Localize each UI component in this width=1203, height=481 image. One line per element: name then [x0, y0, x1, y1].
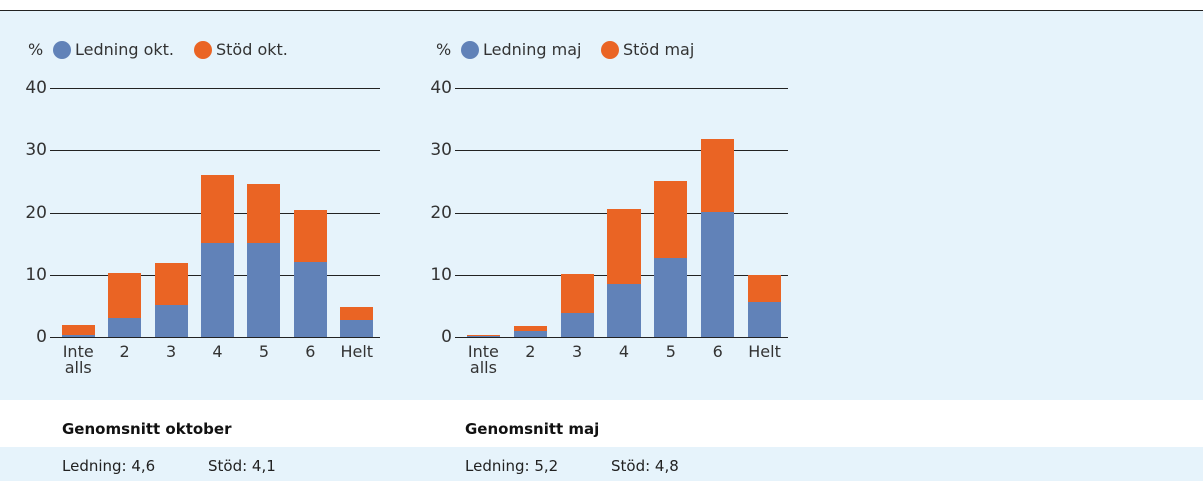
grid-line	[455, 150, 788, 152]
y-tick-label: 40	[25, 78, 47, 98]
y-tick-label: 20	[430, 202, 452, 223]
bar-segment	[513, 330, 547, 337]
x-tick-label: 4	[618, 342, 630, 361]
bar-segment	[247, 184, 281, 243]
y-tick-label: 20	[25, 202, 47, 223]
bar-segment	[61, 335, 95, 337]
summary-background	[0, 447, 1203, 481]
grid-line	[455, 88, 788, 89]
summary-value: Ledning: 5,2	[465, 457, 559, 475]
y-tick-label: 40	[430, 78, 452, 98]
bar-segment	[560, 273, 594, 313]
summary-value: Ledning: 4,6	[62, 457, 156, 475]
top-rule	[0, 10, 1203, 11]
x-tick-label: 4	[212, 342, 223, 361]
x-tick-label: 3	[572, 342, 583, 361]
bar-segment	[108, 272, 142, 319]
y-axis-label: %	[436, 40, 452, 59]
legend-marker	[194, 41, 212, 59]
x-tick-label: 3	[165, 342, 177, 361]
legend-label: Ledning maj	[483, 40, 582, 59]
x-tick-label: Inte alls	[467, 342, 499, 377]
y-tick-label: 0	[441, 327, 452, 347]
summary-value: Stöd: 4,1	[208, 457, 276, 475]
bar-segment	[247, 243, 281, 337]
y-tick-label: 10	[25, 264, 47, 285]
y-tick-label: 30	[25, 140, 47, 161]
y-tick-label: 0	[36, 327, 47, 347]
bar-segment	[61, 325, 95, 336]
bar-segment	[293, 262, 327, 337]
bar-segment	[513, 325, 547, 331]
x-tick-label: 6	[712, 342, 723, 361]
bar-segment	[108, 318, 142, 337]
bar-segment	[201, 175, 234, 243]
bar-segment	[607, 284, 641, 337]
summary-title: Genomsnitt oktober	[62, 420, 232, 438]
grid-line	[50, 150, 380, 152]
legend-label: Ledning okt.	[75, 40, 175, 59]
y-tick-label: 30	[430, 140, 452, 161]
bar-segment	[701, 139, 735, 212]
legend-marker	[601, 41, 619, 59]
bar-segment	[466, 336, 501, 337]
bar-segment	[293, 210, 327, 263]
grid-line	[50, 337, 380, 338]
legend-label: Stöd maj	[623, 40, 695, 59]
x-tick-label: Helt	[340, 342, 374, 361]
y-axis-label: %	[28, 40, 44, 59]
bar-segment	[701, 211, 735, 337]
bar-segment	[466, 334, 501, 337]
legend-marker	[53, 41, 71, 59]
bar-segment	[340, 320, 374, 337]
x-tick-label: 2	[525, 342, 536, 361]
bar-segment	[747, 302, 782, 337]
x-tick-label: Helt	[748, 342, 781, 361]
bar-segment	[154, 262, 188, 306]
legend-label: Stöd okt.	[216, 40, 288, 59]
y-tick-label: 10	[430, 264, 452, 285]
bar-segment	[747, 274, 782, 303]
x-tick-label: 2	[119, 342, 130, 361]
bar-segment	[340, 307, 374, 321]
x-tick-label: 5	[258, 342, 270, 361]
chart-background	[0, 11, 1203, 400]
x-tick-label: 5	[665, 342, 676, 361]
bar-segment	[560, 312, 594, 337]
x-tick-label: Inte alls	[62, 342, 94, 377]
summary-title: Genomsnitt maj	[465, 420, 600, 438]
bar-segment	[654, 180, 688, 258]
bar-segment	[201, 243, 234, 337]
grid-line	[50, 88, 380, 89]
grid-line	[455, 337, 788, 338]
bar-segment	[607, 209, 641, 285]
summary-value: Stöd: 4,8	[611, 457, 679, 475]
bar-segment	[154, 305, 188, 337]
x-tick-label: 6	[305, 342, 316, 361]
bar-segment	[654, 257, 688, 337]
legend-marker	[461, 41, 479, 59]
